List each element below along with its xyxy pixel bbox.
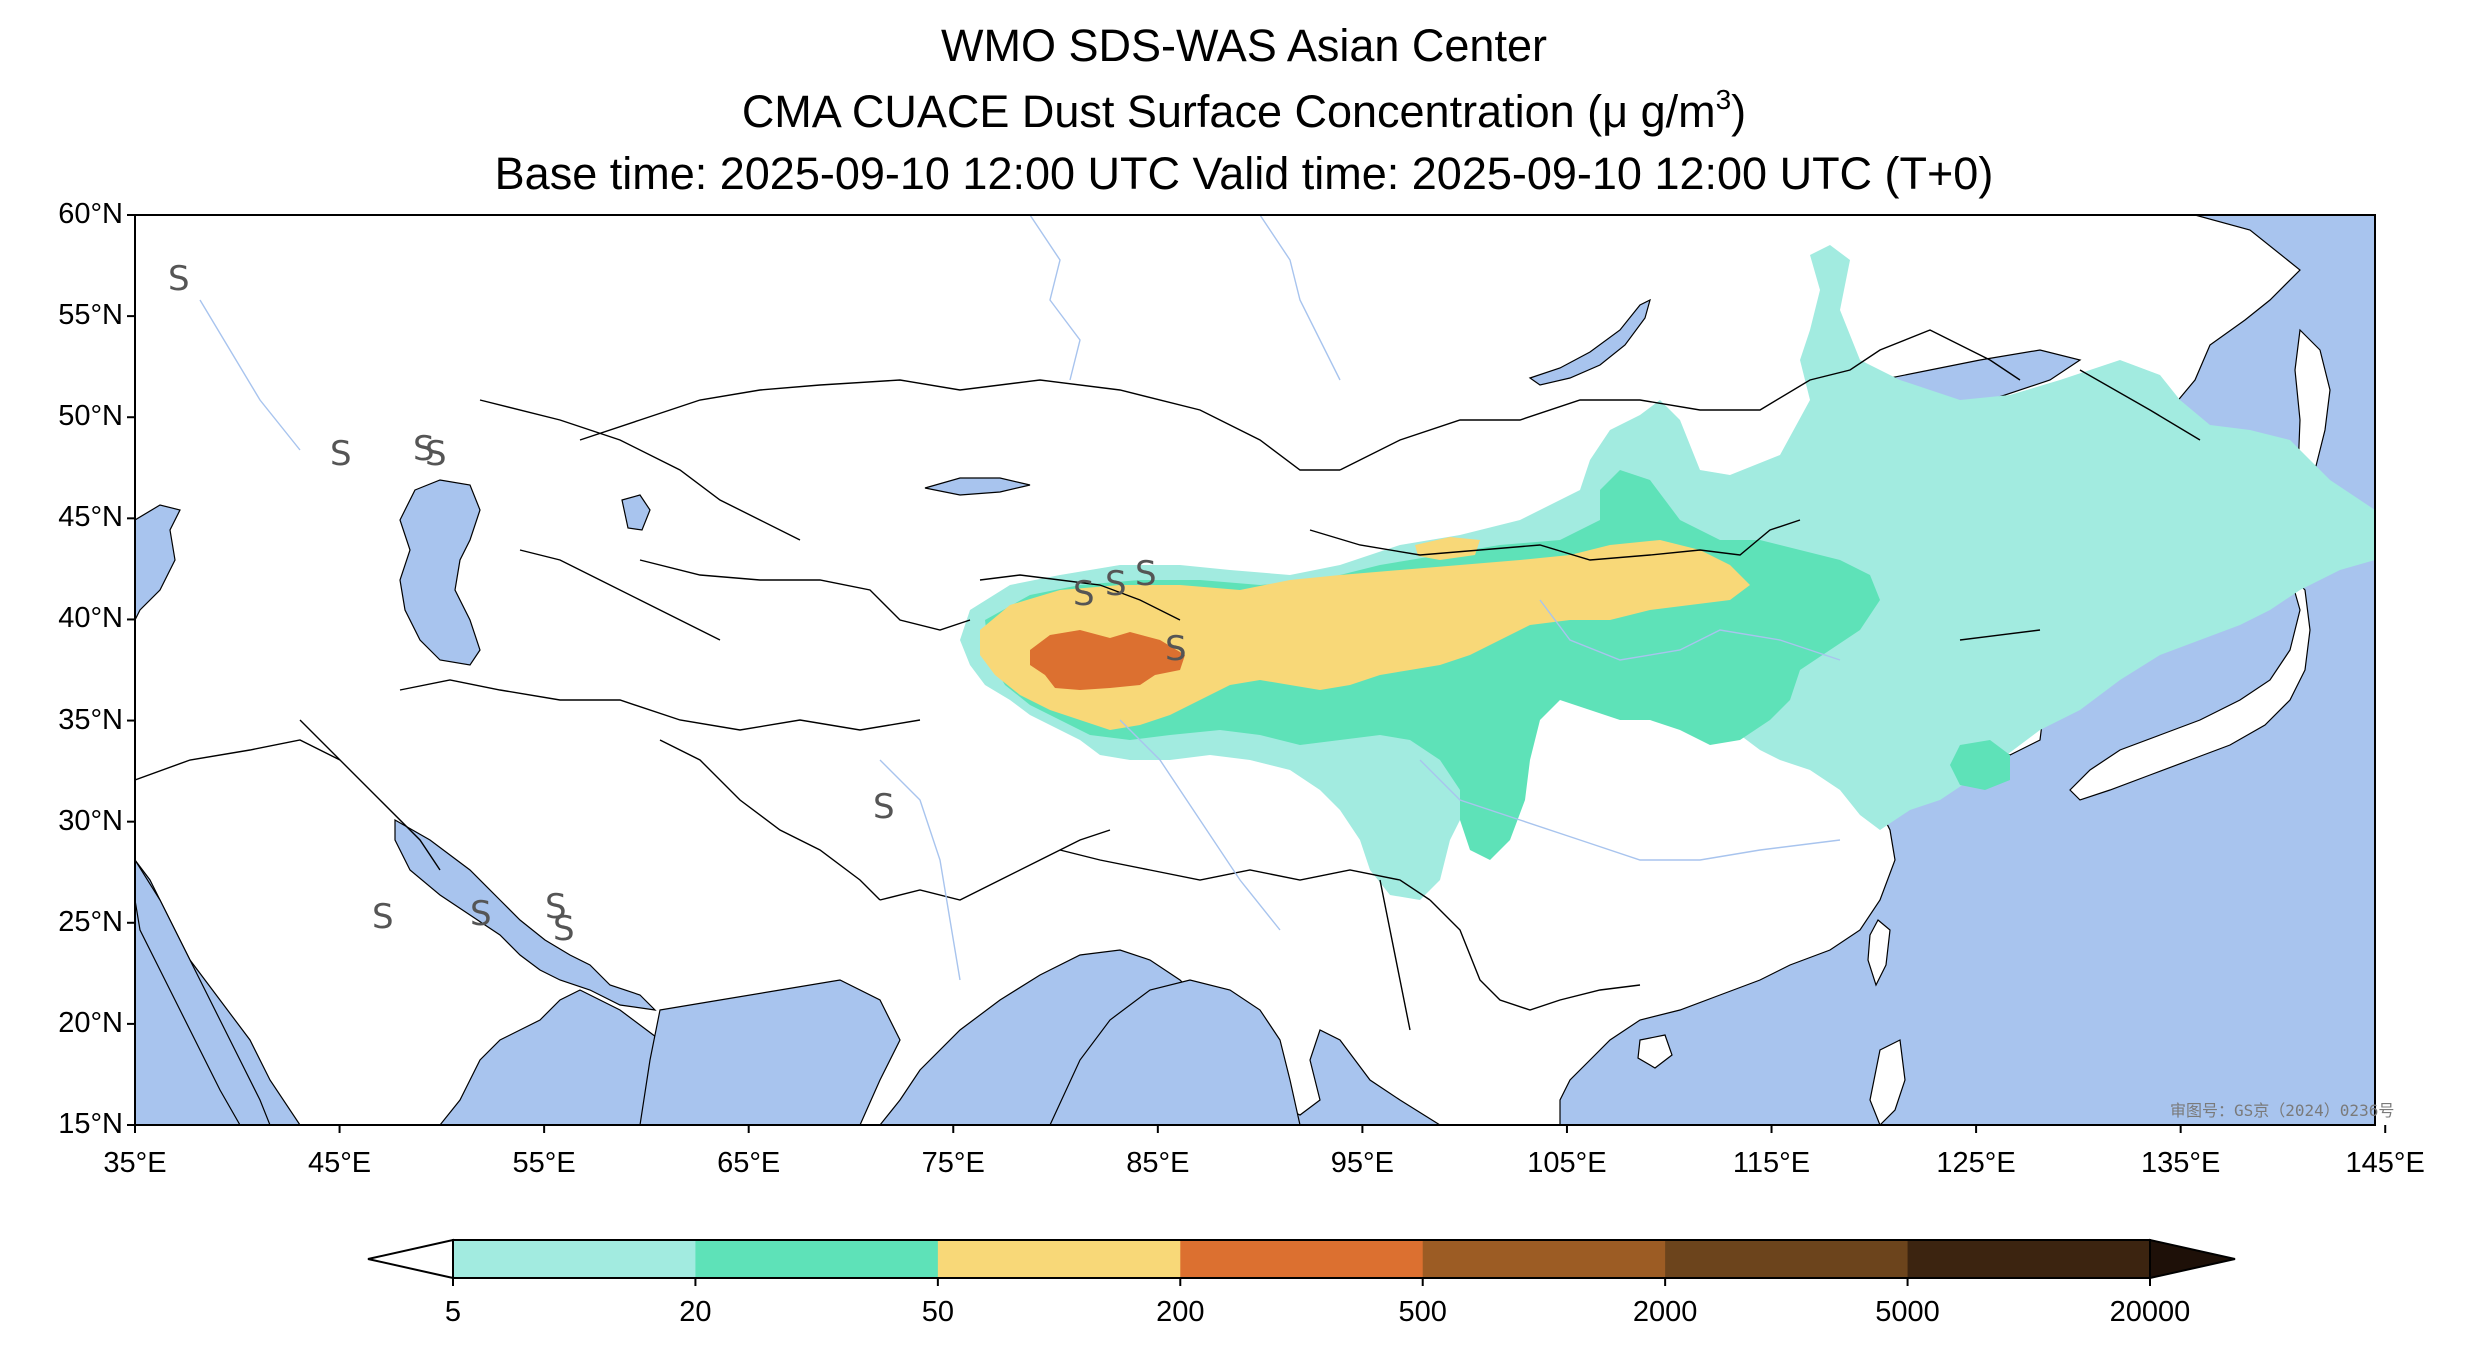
persian-gulf [394,818,657,1011]
lat-tick-label: 15°N [58,1108,123,1140]
colorbar-segment [1907,1240,2151,1278]
colorbar-under-arrow [367,1238,454,1280]
title-line-2-text: CMA CUACE Dust Surface Concentration ( [741,86,1603,137]
colorbar-tick-label: 500 [1398,1296,1447,1328]
colorbar-tick-label: 5 [444,1296,462,1328]
dust-station-symbol: S [1073,574,1095,614]
title-unit: μ g/m [1602,86,1716,137]
lat-tick-label: 40°N [58,602,123,635]
lon-tick-label: 95°E [1330,1147,1394,1179]
dust-station-symbol: S [1135,554,1157,594]
map-approval-watermark: 审图号：GS京（2024）0236号 [2170,1101,2395,1120]
colorbar-segment [695,1240,939,1278]
colorbar-segment [1665,1240,1909,1278]
colorbar-tick-label: 50 [921,1296,954,1328]
lon-tick-label: 125°E [1936,1147,2016,1179]
colorbar-tick-label: 20000 [2109,1296,2191,1328]
lon-tick-label: 45°E [307,1147,372,1179]
lon-tick-label: 65°E [717,1147,781,1179]
longitude-ticks [134,1125,2387,1133]
caspian-sea [399,479,481,666]
lake-balkhash [924,477,1031,496]
colorbar-segment [1180,1240,1424,1278]
colorbar-frame [452,1239,2151,1279]
lon-tick-label: 35°E [103,1147,167,1179]
latitude-ticks [127,214,135,1126]
title-line-3: Base time: 2025-09-10 12:00 UTC Valid ti… [494,148,1994,199]
lon-tick-label: 135°E [2140,1147,2221,1179]
lon-tick-label: 105°E [1527,1147,1607,1179]
black-sea [135,504,181,621]
dust-station-symbol: S [425,434,447,474]
colorbar [367,1238,2236,1286]
bay-of-bengal [1049,979,1301,1125]
lat-tick-label: 35°N [58,703,123,736]
lat-tick-label: 25°N [58,905,123,938]
dust-station-symbol: S [873,787,895,827]
dust-station-symbol: S [330,434,352,474]
lat-tick-label: 50°N [58,400,123,433]
dust-20-50-korea-patch [1950,740,2010,790]
title-unit-exponent: 3 [1715,84,1732,115]
map-border [134,214,2376,1126]
philippines-islands [1869,1039,1906,1125]
colorbar-segment [937,1240,1181,1278]
dust-station-symbol: S [553,909,575,949]
lat-tick-label: 55°N [58,299,123,332]
title-line-2: CMA CUACE Dust Surface Concentration (μ … [0,86,2488,138]
dust-station-symbol: S [1165,629,1187,669]
lon-tick-label: 75°E [921,1147,985,1179]
colorbar-segment [453,1240,696,1278]
dust-station-symbol: S [545,887,567,927]
lat-tick-label: 45°N [58,501,123,534]
lon-tick-label: 145°E [2345,1147,2425,1179]
colorbar-over-arrow [2149,1238,2236,1280]
lon-tick-label: 55°E [512,1147,576,1179]
dust-station-symbol: S [372,897,394,937]
japan-islands [2069,572,2311,801]
colorbar-tick-label: 5000 [1875,1296,1940,1328]
dust-concentration-layers [960,245,2375,900]
dust-station-symbol: S [1105,564,1127,604]
country-borders [135,329,2201,1031]
lat-tick-label: 60°N [58,198,123,230]
dust-station-symbol: S [413,429,435,469]
dust-station-symbol: S [168,259,190,299]
arabian-sea [639,979,901,1125]
taiwan-island [1867,919,1891,987]
lat-tick-label: 20°N [58,1006,123,1039]
colorbar-tick-label: 2000 [1632,1296,1698,1328]
title-line-1: WMO SDS-WAS Asian Center [941,20,1547,71]
dust-200-500-area [1030,630,1185,690]
title-line-2-close: ) [1731,86,1747,137]
lat-tick-label: 30°N [58,804,123,837]
aral-sea [621,494,651,531]
lon-tick-label: 115°E [1732,1147,1811,1179]
red-sea [135,858,271,1125]
dust-50-200-area [980,540,1750,730]
rivers [199,215,1841,981]
colorbar-tick-label: 20 [679,1296,712,1328]
lon-tick-label: 85°E [1126,1147,1190,1179]
colorbar-tick-label: 200 [1156,1296,1205,1328]
colorbar-segment [1422,1240,1666,1278]
lake-baikal [1528,298,1651,386]
dust-station-symbol: S [470,894,492,934]
hainan-island [1637,1034,1673,1069]
